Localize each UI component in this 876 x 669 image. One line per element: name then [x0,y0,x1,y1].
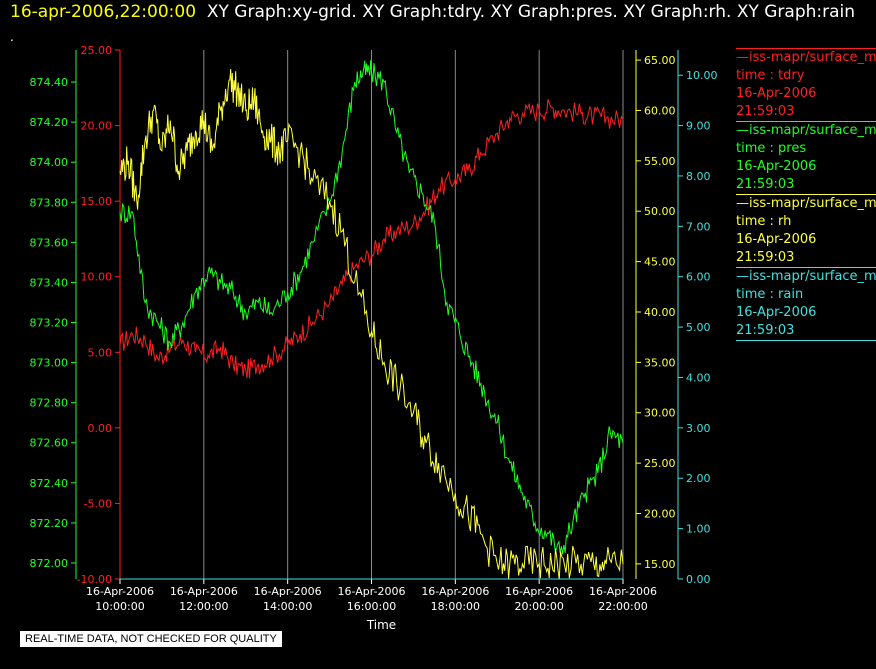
legend-series-date: 16-Apr-2006 [736,305,817,320]
legend-series-date: 16-Apr-2006 [736,159,817,174]
rh-tick-label: 20.00 [644,508,676,521]
legend-series-var: time : rh [736,214,792,229]
x-tick-label-time: 18:00:00 [431,600,480,613]
x-tick-label-date: 16-Apr-2006 [505,585,573,598]
rain-tick-label: 6.00 [686,271,711,284]
x-tick-label-time: 14:00:00 [263,600,312,613]
legend-entry-tdry: —iss-mapr/surface_m time : tdry 16-Apr-2… [736,48,876,121]
x-tick-label-date: 16-Apr-2006 [589,585,657,598]
rh-tick-label: 35.00 [644,356,676,369]
pres-tick-label: 873.40 [30,276,69,289]
legend-series-name: —iss-mapr/surface_m [736,50,876,65]
quality-notice: REAL-TIME DATA, NOT CHECKED FOR QUALITY [20,631,282,647]
pres-tick-label: 874.00 [30,156,69,169]
x-tick-label-time: 22:00:00 [598,600,647,613]
x-axis-label: Time [366,618,396,632]
rain-tick-label: 1.00 [686,523,711,536]
pres-tick-label: 872.20 [30,517,69,530]
pres-tick-label: 874.20 [30,116,69,129]
legend-entry-pres: —iss-mapr/surface_m time : pres 16-Apr-2… [736,121,876,194]
legend-series-name: —iss-mapr/surface_m [736,196,876,211]
pres-tick-label: 872.40 [30,477,69,490]
series-line-pres [119,60,624,555]
x-tick-label-time: 16:00:00 [347,600,396,613]
rh-tick-label: 25.00 [644,457,676,470]
tdry-tick-label: 20.00 [81,120,113,133]
rh-tick-label: 15.00 [644,558,676,571]
pres-tick-label: 872.80 [30,397,69,410]
rh-tick-label: 55.00 [644,155,676,168]
pres-tick-label: 873.20 [30,317,69,330]
rain-tick-label: 8.00 [686,170,711,183]
legend-series-time: 21:59:03 [736,104,795,119]
series-line-rh [119,69,624,580]
rain-tick-label: 5.00 [686,321,711,334]
rh-tick-label: 65.00 [644,54,676,67]
legend-entry-rh: —iss-mapr/surface_m time : rh 16-Apr-200… [736,194,876,267]
legend-series-date: 16-Apr-2006 [736,86,817,101]
rh-tick-label: 40.00 [644,306,676,319]
legend-series-time: 21:59:03 [736,323,795,338]
x-tick-label-time: 12:00:00 [179,600,228,613]
rh-tick-label: 45.00 [644,256,676,269]
x-tick-label-date: 16-Apr-2006 [86,585,154,598]
x-tick-label-time: 10:00:00 [95,600,144,613]
status-dot: . [10,30,14,44]
legend-entry-rain: —iss-mapr/surface_m time : rain 16-Apr-2… [736,267,876,341]
legend-series-name: —iss-mapr/surface_m [736,269,876,284]
title-timestamp: 16-apr-2006,22:00:00 [10,2,197,22]
rain-tick-label: 2.00 [686,472,711,485]
legend: —iss-mapr/surface_m time : tdry 16-Apr-2… [736,48,876,341]
pres-tick-label: 874.40 [30,76,69,89]
x-tick-label-date: 16-Apr-2006 [337,585,405,598]
legend-series-time: 21:59:03 [736,177,795,192]
x-tick-label-date: 16-Apr-2006 [254,585,322,598]
rain-tick-label: 7.00 [686,220,711,233]
rh-tick-label: 30.00 [644,407,676,420]
series-line-tdry [119,99,624,379]
x-tick-label-date: 16-Apr-2006 [170,585,238,598]
rain-tick-label: 9.00 [686,120,711,133]
legend-series-var: time : rain [736,287,804,302]
tdry-tick-label: 15.00 [81,195,113,208]
rain-tick-label: 10.00 [686,69,718,82]
x-tick-label-time: 20:00:00 [514,600,563,613]
tdry-tick-label: 5.00 [88,346,113,359]
pres-tick-label: 873.60 [30,236,69,249]
tdry-tick-label: 10.00 [81,271,113,284]
chart-title: 16-apr-2006,22:00:00 XY Graph:xy-grid. X… [10,1,855,23]
legend-series-name: —iss-mapr/surface_m [736,123,876,138]
rain-tick-label: 3.00 [686,422,711,435]
legend-series-var: time : pres [736,141,807,156]
tdry-tick-label: -10.00 [77,573,112,586]
tdry-tick-label: 25.00 [81,44,113,57]
rain-tick-label: 4.00 [686,371,711,384]
tdry-tick-label: -5.00 [84,497,112,510]
pres-tick-label: 872.00 [30,557,69,570]
rh-tick-label: 60.00 [644,104,676,117]
pres-tick-label: 873.80 [30,196,69,209]
pres-tick-label: 872.60 [30,437,69,450]
legend-series-var: time : tdry [736,68,805,83]
x-tick-label-date: 16-Apr-2006 [421,585,489,598]
pres-tick-label: 873.00 [30,357,69,370]
rh-tick-label: 50.00 [644,205,676,218]
rain-tick-label: 0.00 [686,573,711,586]
tdry-tick-label: 0.00 [88,422,113,435]
legend-series-date: 16-Apr-2006 [736,232,817,247]
title-graph-names: XY Graph:xy-grid. XY Graph:tdry. XY Grap… [206,2,856,22]
legend-series-time: 21:59:03 [736,250,795,265]
